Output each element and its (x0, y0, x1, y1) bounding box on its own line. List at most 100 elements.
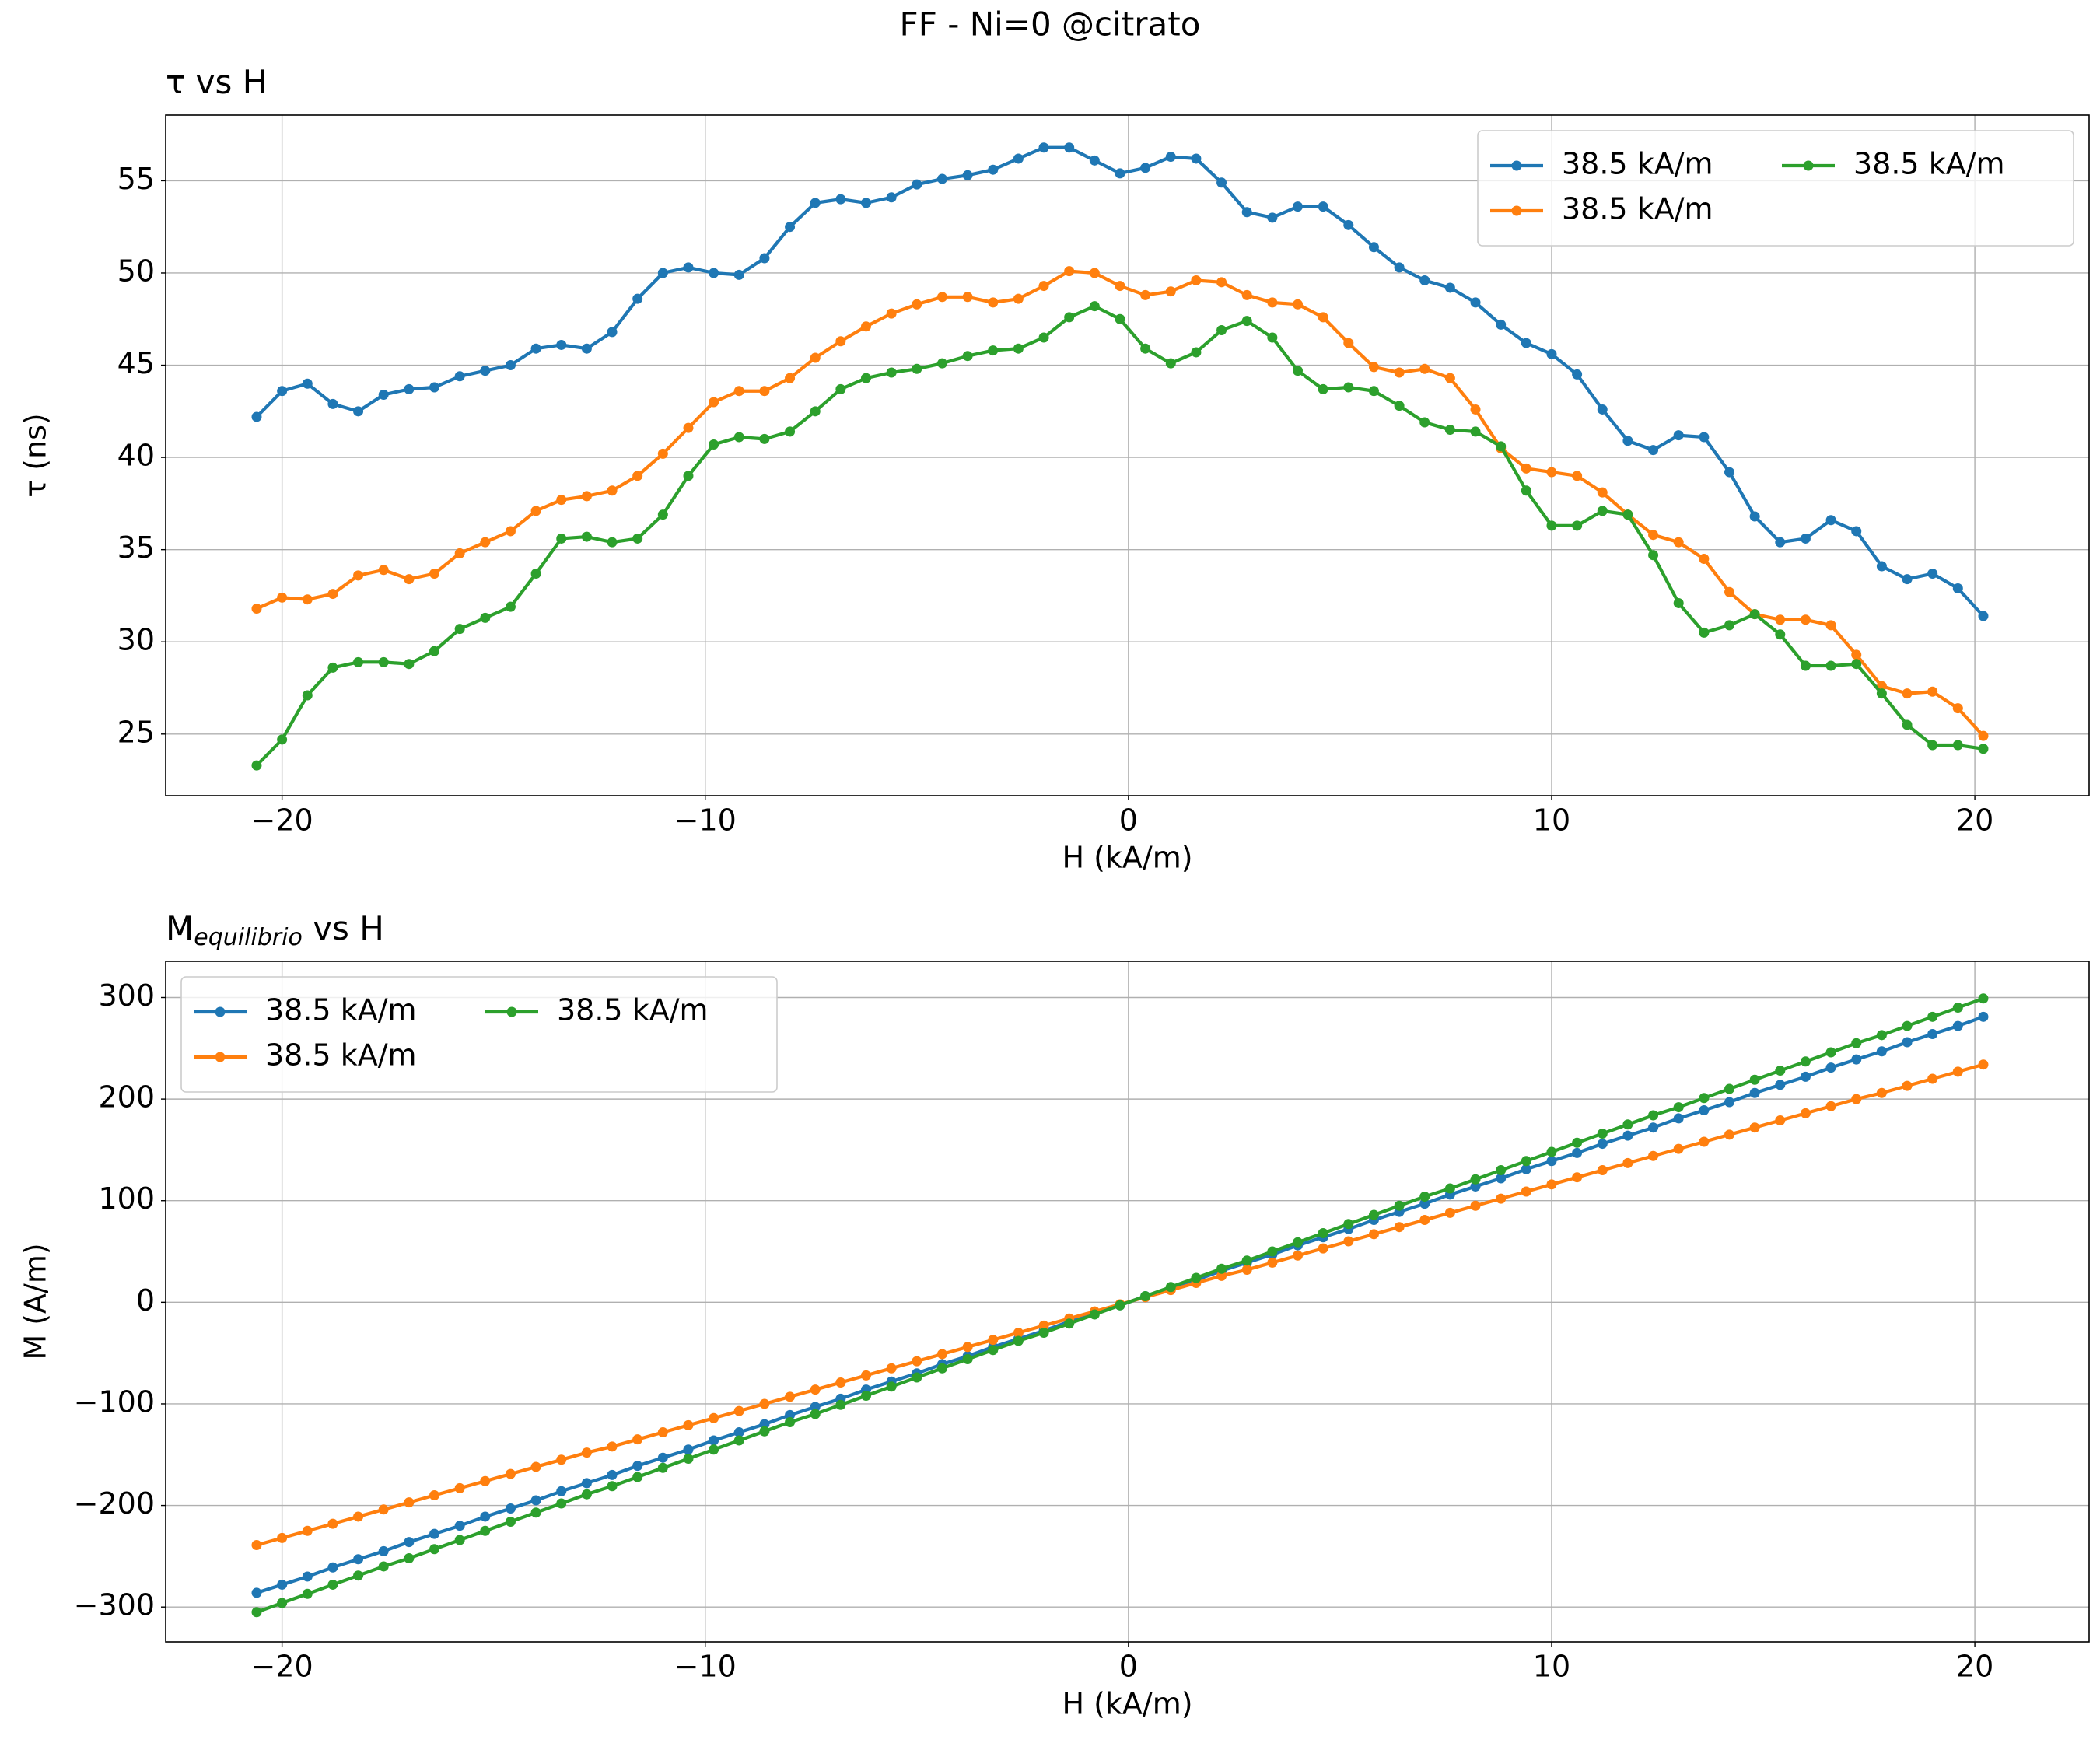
data-point (1343, 382, 1354, 393)
data-point (1749, 1122, 1760, 1133)
data-point (759, 386, 770, 397)
legend-marker (215, 1052, 226, 1062)
data-point (1978, 611, 1989, 621)
data-point (327, 1579, 338, 1590)
data-point (962, 1342, 973, 1353)
data-point (581, 1489, 592, 1500)
data-point (886, 1363, 897, 1374)
data-point (429, 382, 440, 393)
data-point (1597, 506, 1608, 516)
data-point (1496, 1165, 1507, 1176)
data-point (1368, 242, 1379, 253)
legend-label: 38.5 kA/m (557, 993, 709, 1027)
data-point (1013, 293, 1024, 304)
data-point (277, 1532, 288, 1543)
data-point (1724, 1083, 1735, 1094)
data-point (1038, 281, 1049, 292)
data-point (1851, 659, 1862, 670)
data-point (1444, 1183, 1455, 1194)
data-point (1546, 348, 1557, 359)
data-point (1241, 316, 1252, 327)
data-point (1775, 537, 1786, 548)
data-point (1165, 152, 1176, 163)
data-point (1699, 554, 1710, 565)
data-point (1673, 597, 1684, 608)
data-point (1496, 441, 1507, 452)
data-point (1673, 430, 1684, 441)
data-point (302, 378, 313, 389)
data-point (683, 1444, 694, 1455)
data-point (505, 526, 516, 537)
data-point (936, 292, 947, 303)
y-tick-label: 100 (98, 1181, 155, 1216)
data-point (1546, 520, 1557, 531)
data-point (1064, 312, 1075, 323)
x-tick-label: −10 (674, 803, 737, 838)
data-point (1673, 537, 1684, 548)
data-point (632, 533, 643, 544)
data-point (1013, 1328, 1024, 1339)
data-point (353, 1570, 364, 1581)
data-point (607, 327, 618, 338)
y-tick-label: 50 (117, 254, 155, 288)
data-point (632, 1434, 643, 1445)
data-point (1165, 1282, 1176, 1293)
data-point (1825, 1047, 1836, 1058)
data-point (988, 345, 999, 356)
data-point (277, 386, 288, 397)
data-point (861, 373, 872, 383)
data-point (1699, 627, 1710, 638)
data-point (353, 656, 364, 667)
data-point (785, 222, 796, 233)
data-point (683, 1419, 694, 1430)
data-point (1876, 1087, 1887, 1098)
data-point (1216, 324, 1227, 335)
data-point (632, 1461, 643, 1472)
data-point (1800, 614, 1811, 625)
data-point (1394, 401, 1405, 411)
data-point (1952, 1066, 1963, 1077)
data-point (556, 339, 567, 350)
x-tick-label: −10 (674, 1650, 737, 1684)
data-point (404, 1537, 415, 1548)
data-point (886, 367, 897, 378)
data-point (1902, 1020, 1913, 1031)
data-point (505, 1503, 516, 1514)
data-point (1444, 425, 1455, 436)
data-point (1470, 1174, 1481, 1185)
data-point (1089, 1309, 1100, 1320)
data-point (1775, 629, 1786, 640)
data-point (1825, 660, 1836, 671)
data-point (607, 1481, 618, 1492)
data-point (810, 1402, 821, 1412)
data-point (759, 1398, 770, 1409)
data-point (1876, 561, 1887, 572)
data-point (1851, 1054, 1862, 1065)
data-point (1597, 487, 1608, 498)
y-tick-label: 30 (117, 623, 155, 657)
data-point (530, 343, 541, 354)
data-point (1648, 1110, 1659, 1121)
data-point (657, 268, 668, 278)
data-point (1267, 212, 1278, 223)
data-point (683, 1453, 694, 1464)
title-main: τ vs H (166, 63, 267, 101)
data-point (810, 198, 821, 208)
data-point (581, 491, 592, 502)
data-point (1699, 432, 1710, 443)
data-point (404, 574, 415, 585)
data-point (454, 548, 465, 558)
data-point (785, 1416, 796, 1427)
data-point (861, 1391, 872, 1402)
data-point (1673, 1102, 1684, 1113)
data-point (1216, 1270, 1227, 1281)
y-tick-label: 300 (98, 978, 155, 1013)
data-point (1140, 289, 1151, 300)
data-point (378, 1504, 389, 1515)
data-point (709, 1435, 719, 1446)
data-point (454, 1535, 465, 1545)
data-point (1013, 1335, 1024, 1346)
data-point (556, 533, 567, 544)
data-point (835, 194, 846, 205)
title-tail: vs H (303, 909, 384, 947)
